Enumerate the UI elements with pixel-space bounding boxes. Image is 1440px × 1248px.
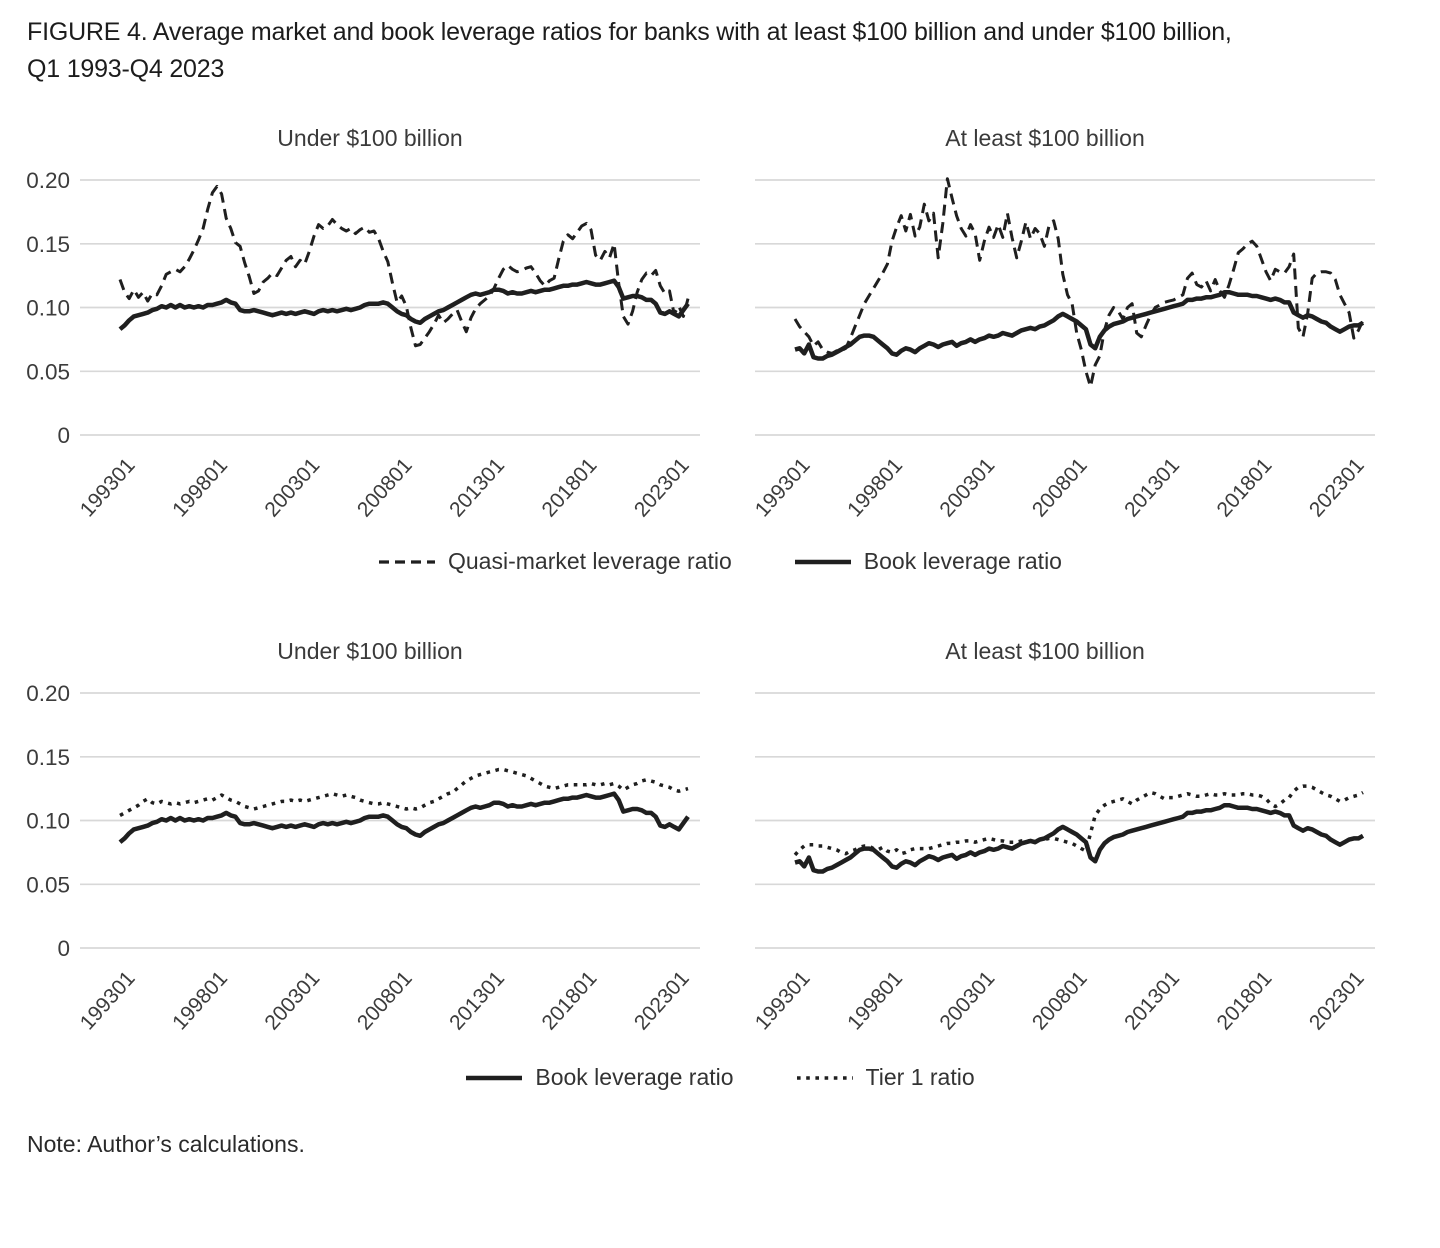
figure-note: Note: Author’s calculations. [27,1131,305,1157]
chart-bottom-left-under-100b: 0.20 0.15 0.10 0.05 0 199301 199801 200301 20080… [20,673,720,1073]
chart-top-right-atleast-100b: 199301 199801 200301 200801 201301 201801 2023… [695,160,1395,560]
y-axis-labels: 0.20 0.15 0.10 0.05 0 [26,681,70,961]
x-tick-label: 202301 [630,967,694,1034]
legend-label: Quasi-market leverage ratio [448,548,732,574]
x-tick-label: 202301 [1305,967,1369,1034]
chart-title-bottom-right: At least $100 billion [945,638,1145,664]
x-tick-label: 199801 [168,967,232,1034]
y-tick-label: 0.10 [26,809,70,834]
y-tick-label: 0.10 [26,296,70,321]
series-line-solid [118,278,690,331]
y-tick-label: 0.15 [26,745,70,770]
series-line-dotted [793,784,1364,857]
figure-title-line2: Q1 1993-Q4 2023 [27,55,225,83]
legend-label: Book leverage ratio [863,548,1062,574]
series-line-dashed [118,184,690,348]
legend-top-row: Quasi-market leverage ratio Book leverag… [0,548,1440,575]
x-tick-label: 199301 [76,454,140,521]
x-axis-labels: 199301 199801 200301 200801 201301 201801 2023… [76,967,694,1034]
gridlines [755,692,1375,949]
x-tick-label: 200301 [935,454,999,521]
x-tick-label: 199301 [76,967,140,1034]
legend-bottom-row: Book leverage ratio Tier 1 ratio [0,1064,1440,1091]
figure-title-line1: FIGURE 4. Average market and book levera… [27,18,1232,46]
x-tick-label: 200301 [260,454,324,521]
series-line-dashed [793,177,1365,389]
series-line-solid [794,289,1365,361]
x-tick-label: 201301 [1120,454,1184,521]
x-tick-label: 200301 [935,967,999,1034]
x-tick-label: 199301 [751,454,815,521]
x-tick-label: 201301 [445,454,509,521]
x-tick-label: 201801 [1213,454,1277,521]
solid-line-sample-icon [466,1075,523,1080]
x-tick-label: 200801 [1028,967,1092,1034]
x-axis-labels: 199301 199801 200301 200801 201301 201801 2023… [76,454,694,521]
y-tick-label: 0.05 [26,359,70,384]
x-tick-label: 201301 [445,967,509,1034]
chart-title-bottom-left: Under $100 billion [277,638,463,664]
solid-line-sample-icon [794,559,851,564]
x-tick-label: 200801 [353,967,417,1034]
x-tick-label: 200801 [1028,454,1092,521]
x-tick-label: 201801 [538,454,602,521]
x-tick-label: 201301 [1120,967,1184,1034]
y-tick-label: 0 [57,936,70,961]
series-line-solid [794,802,1365,874]
y-axis-labels: 0.20 0.15 0.10 0.05 0 [26,168,70,448]
x-tick-label: 199801 [843,454,907,521]
y-tick-label: 0 [57,423,70,448]
x-tick-label: 199801 [843,967,907,1034]
legend-item-tier1: Tier 1 ratio [796,1064,975,1091]
x-tick-label: 201801 [538,967,602,1034]
chart-canvas: 199301 199801 200301 200801 201301 201801 2023… [751,177,1375,521]
y-tick-label: 0.15 [26,232,70,257]
gridlines [755,179,1375,436]
figure-title: FIGURE 4. Average market and book levera… [27,14,1427,88]
chart-title-top-left: Under $100 billion [277,125,463,151]
x-tick-label: 199301 [751,967,815,1034]
legend-item-book-leverage: Book leverage ratio [465,1064,734,1091]
series-line-solid [118,791,690,844]
dashed-line-sample-icon [379,559,435,564]
y-tick-label: 0.05 [26,872,70,897]
chart-canvas: 199301 199801 200301 200801 201301 201801 2023… [751,692,1375,1034]
legend-item-quasi-market: Quasi-market leverage ratio [378,548,732,575]
x-tick-label: 202301 [630,454,694,521]
series-line-dotted [119,767,689,817]
chart-title-top-right: At least $100 billion [945,125,1145,151]
dotted-line-sample-icon [796,1075,853,1080]
chart-bottom-right-atleast-100b: 199301 199801 200301 200801 201301 201801 2023… [695,673,1395,1073]
legend-item-book-leverage: Book leverage ratio [794,548,1062,575]
x-tick-label: 200801 [353,454,417,521]
legend-label: Book leverage ratio [535,1064,734,1090]
x-axis-labels: 199301 199801 200301 200801 201301 201801 2023… [751,967,1369,1034]
legend-label: Tier 1 ratio [865,1064,975,1090]
x-axis-labels: 199301 199801 200301 200801 201301 201801 2023… [751,454,1369,521]
chart-top-left-under-100b: 0.20 0.15 0.10 0.05 0 199301 199801 200301 20080… [20,160,720,560]
y-tick-label: 0.20 [26,168,70,193]
x-tick-label: 200301 [260,967,324,1034]
x-tick-label: 199801 [168,454,232,521]
x-tick-label: 202301 [1305,454,1369,521]
y-tick-label: 0.20 [26,681,70,706]
x-tick-label: 201801 [1213,967,1277,1034]
